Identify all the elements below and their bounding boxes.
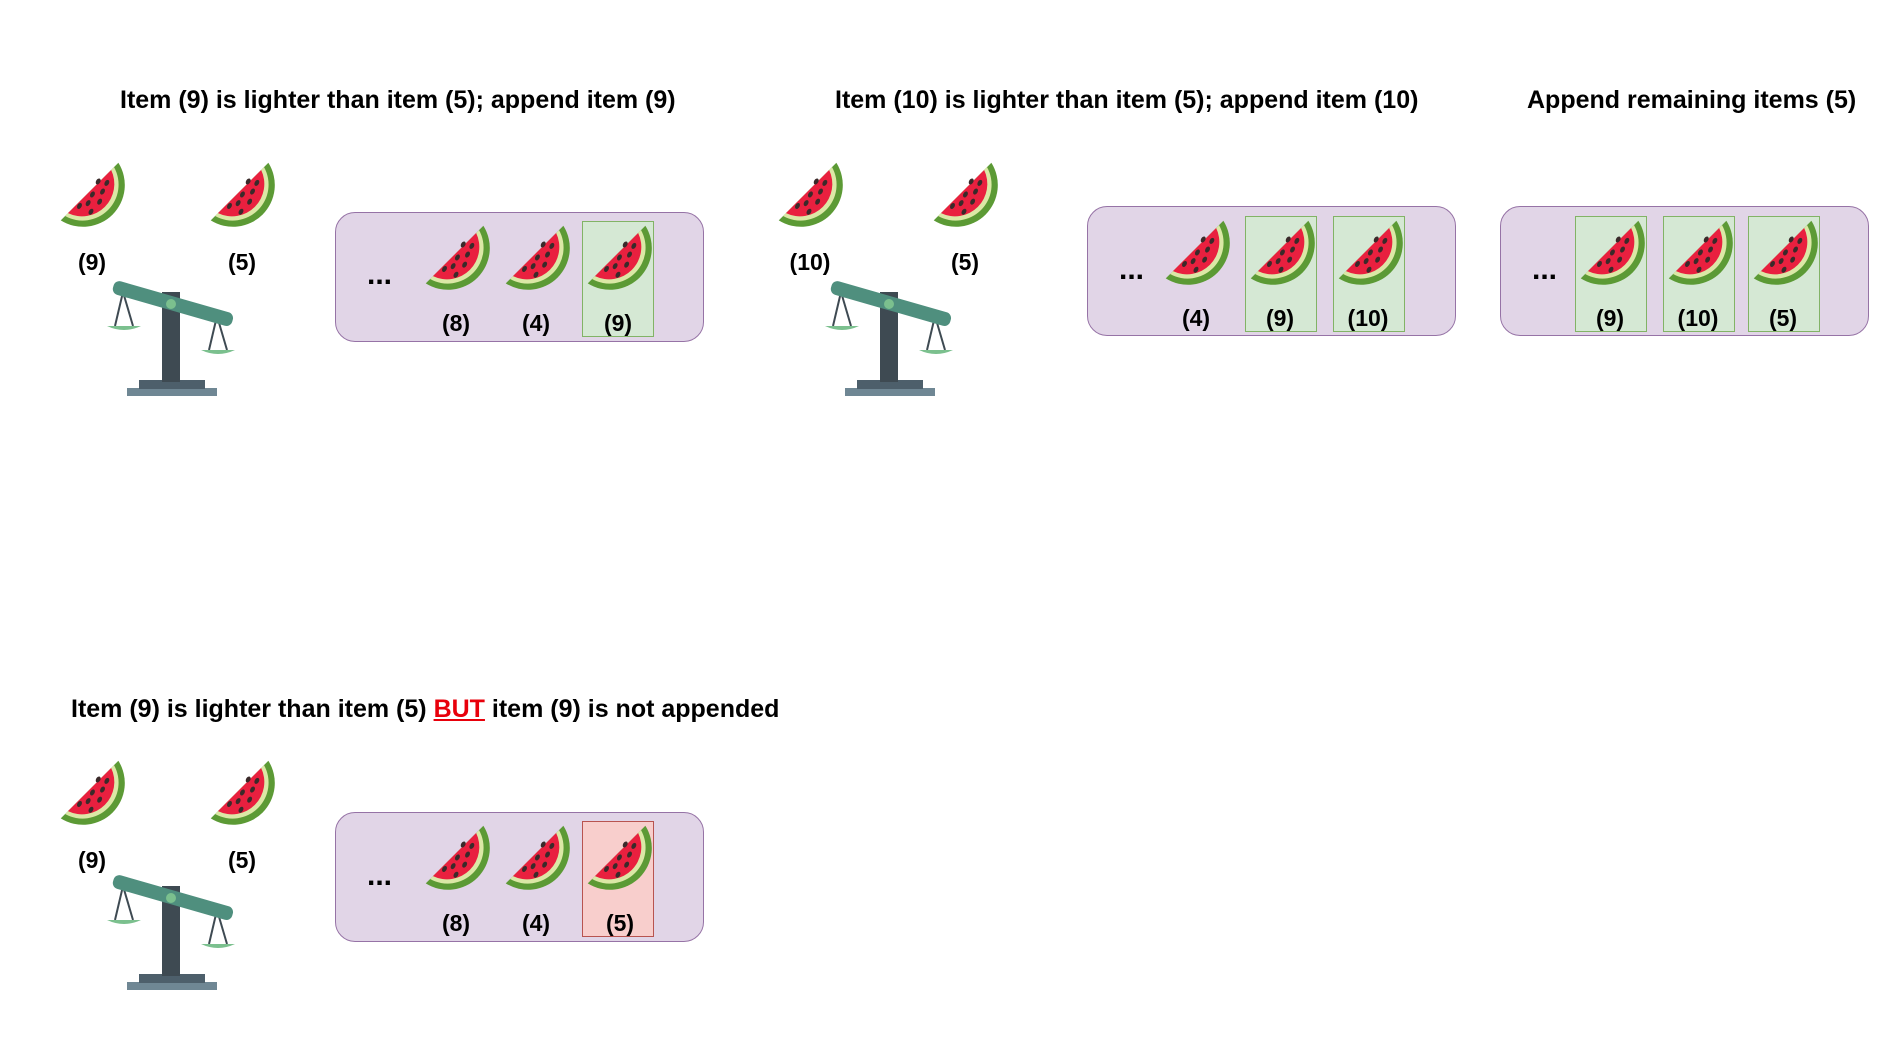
list-item-label: (10) bbox=[1677, 305, 1719, 331]
balance-scale-icon bbox=[823, 270, 953, 400]
watermelon-icon bbox=[500, 820, 572, 892]
panel2-title: Item (10) is lighter than item (5); appe… bbox=[835, 86, 1419, 114]
watermelon-icon bbox=[928, 157, 1000, 229]
right-item-label: (5) bbox=[950, 249, 980, 275]
watermelon-icon bbox=[55, 157, 127, 229]
watermelon-icon bbox=[205, 755, 277, 827]
left-item-label: (10) bbox=[789, 249, 831, 275]
panel4-title: Item (9) is lighter than item (5) BUT it… bbox=[71, 695, 779, 724]
watermelon-icon bbox=[1245, 215, 1317, 287]
watermelon-icon bbox=[582, 820, 654, 892]
watermelon-icon bbox=[420, 220, 492, 292]
list-item-label: (5) bbox=[605, 910, 635, 936]
list-item-label: (8) bbox=[441, 310, 471, 336]
list-item-label: (9) bbox=[1595, 305, 1625, 331]
watermelon-icon bbox=[1333, 215, 1405, 287]
ellipsis: ... bbox=[1119, 253, 1145, 286]
watermelon-icon bbox=[1663, 215, 1735, 287]
left-item-label: (9) bbox=[77, 249, 107, 275]
panel4-title-before: Item (9) is lighter than item (5) bbox=[71, 695, 434, 723]
watermelon-icon bbox=[1575, 215, 1647, 287]
list-item-label: (4) bbox=[1181, 305, 1211, 331]
list-item-label: (4) bbox=[521, 310, 551, 336]
list-item-label: (5) bbox=[1768, 305, 1798, 331]
panel4-title-emphasis: BUT bbox=[433, 695, 485, 723]
list-item-label: (4) bbox=[521, 910, 551, 936]
balance-scale-icon bbox=[105, 270, 235, 400]
right-item-label: (5) bbox=[227, 249, 257, 275]
watermelon-icon bbox=[205, 157, 277, 229]
watermelon-icon bbox=[773, 157, 845, 229]
watermelon-icon bbox=[582, 220, 654, 292]
ellipsis: ... bbox=[367, 859, 393, 892]
watermelon-icon bbox=[420, 820, 492, 892]
watermelon-icon bbox=[1748, 215, 1820, 287]
watermelon-icon bbox=[500, 220, 572, 292]
watermelon-icon bbox=[55, 755, 127, 827]
list-item-label: (10) bbox=[1347, 305, 1389, 331]
panel4-title-after: item (9) is not appended bbox=[484, 695, 780, 723]
right-item-label: (5) bbox=[227, 847, 257, 873]
balance-scale-icon bbox=[105, 864, 235, 994]
panel3-title: Append remaining items (5) bbox=[1527, 86, 1857, 114]
ellipsis: ... bbox=[1532, 253, 1558, 286]
list-item-label: (8) bbox=[441, 910, 471, 936]
ellipsis: ... bbox=[367, 258, 393, 291]
list-item-label: (9) bbox=[603, 310, 633, 336]
watermelon-icon bbox=[1160, 215, 1232, 287]
panel1-title: Item (9) is lighter than item (5); appen… bbox=[120, 86, 676, 114]
list-item-label: (9) bbox=[1265, 305, 1295, 331]
left-item-label: (9) bbox=[77, 847, 107, 873]
